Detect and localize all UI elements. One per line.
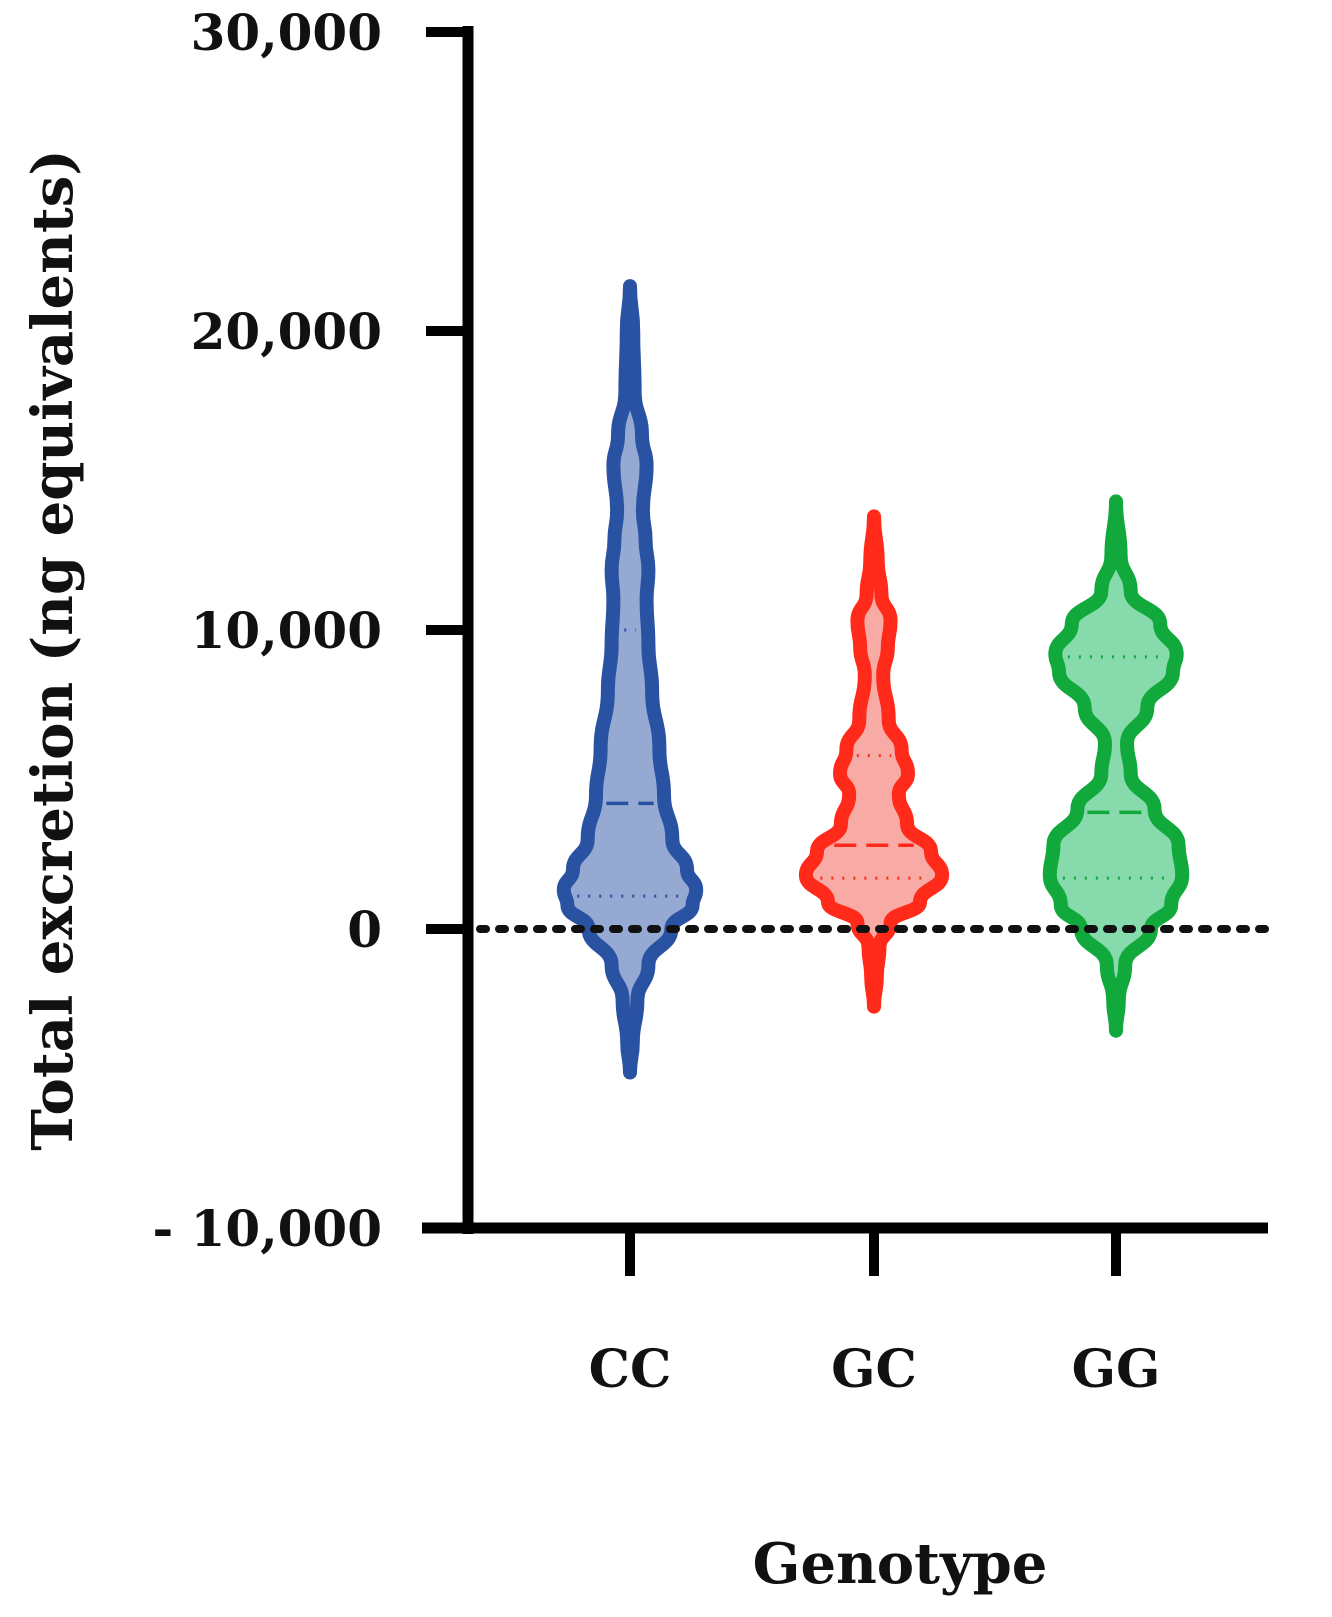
- y-tick-label: 20,000: [191, 302, 382, 361]
- violin-outline: [798, 509, 950, 1014]
- violin-cc: [556, 279, 704, 1080]
- y-tick-label: - 10,000: [152, 1199, 382, 1258]
- violin-body: [563, 286, 697, 1073]
- violin-body: [1049, 501, 1183, 1031]
- violin-gg: [1042, 494, 1190, 1038]
- x-axis-title: Genotype: [753, 1531, 1048, 1597]
- violin-body: [805, 516, 943, 1007]
- y-tick-label: 0: [347, 900, 382, 959]
- violin-gc: [798, 509, 950, 1014]
- y-tick-label: 30,000: [191, 3, 382, 62]
- x-tick-label-gc: GC: [831, 1339, 917, 1400]
- y-tick-label: 10,000: [191, 601, 382, 660]
- y-axis-title: Total excretion (ng equivalents): [20, 149, 86, 1150]
- x-tick-label-cc: CC: [589, 1339, 672, 1400]
- x-axis-layer: CC GC GG: [422, 1222, 1268, 1400]
- x-tick-label-gg: GG: [1072, 1339, 1161, 1400]
- violin-layer: [556, 279, 1190, 1080]
- violin-outline: [556, 279, 704, 1080]
- axis-layer: 30,000 20,000 10,000 0 - 10,000: [152, 3, 474, 1258]
- violin-outline: [1042, 494, 1190, 1038]
